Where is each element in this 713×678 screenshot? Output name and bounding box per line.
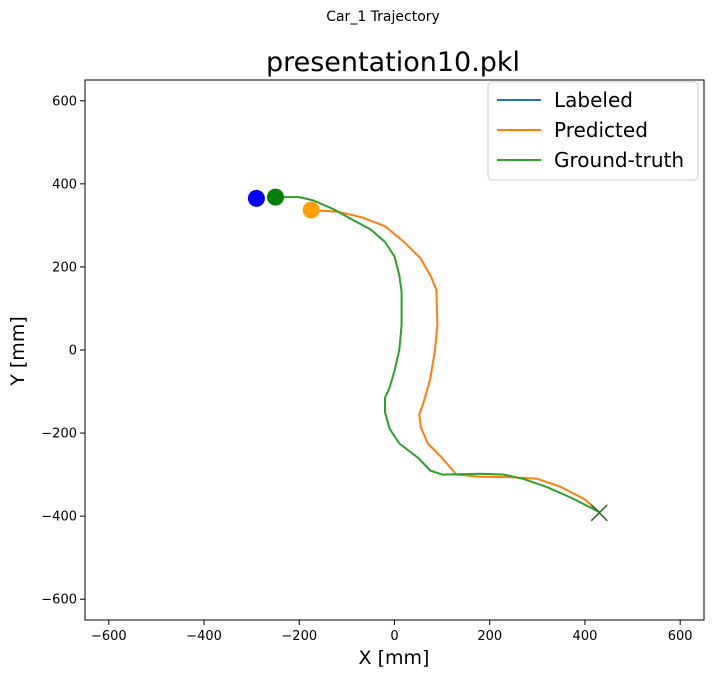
y-tick-label: 0 [69,344,77,359]
legend-label-predicted: Predicted [554,118,648,142]
start-marker [266,188,284,206]
x-tick-label: −600 [91,629,127,644]
series-line-ground-truth [275,196,600,513]
end-marker [590,504,608,522]
x-axis-ticks: −600 −400 −200 0 200 400 600 [91,620,693,644]
series-layer [275,196,600,513]
legend-label-labeled: Labeled [554,88,633,112]
y-tick-label: 400 [52,177,77,192]
end-marker-stroke [590,504,608,522]
y-tick-label: 200 [52,260,77,275]
y-tick-label: −400 [41,510,77,525]
figure-suptitle: Car_1 Trajectory [326,9,440,25]
marker-layer [247,188,608,522]
plot-frame [84,79,705,621]
y-axis-label: Y [mm] [7,316,29,387]
y-tick-label: −200 [41,427,77,442]
x-tick-label: −200 [281,629,317,644]
legend-frame [487,81,699,181]
x-tick-label: 0 [390,629,398,644]
legend-label-ground-truth: Ground-truth [554,148,684,172]
x-tick-label: 600 [668,629,693,644]
x-tick-label: −400 [186,629,222,644]
x-axis-label: X [mm] [359,647,430,669]
start-marker [247,189,265,207]
chart-title: presentation10.pkl [266,47,520,78]
legend: Labeled Predicted Ground-truth [487,81,699,181]
y-axis-ticks: −600 −400 −200 0 200 400 600 [41,94,85,608]
y-tick-label: 600 [52,94,77,109]
y-tick-label: −600 [41,593,77,608]
start-marker [302,201,320,219]
x-tick-label: 200 [477,629,502,644]
x-tick-label: 400 [573,629,598,644]
